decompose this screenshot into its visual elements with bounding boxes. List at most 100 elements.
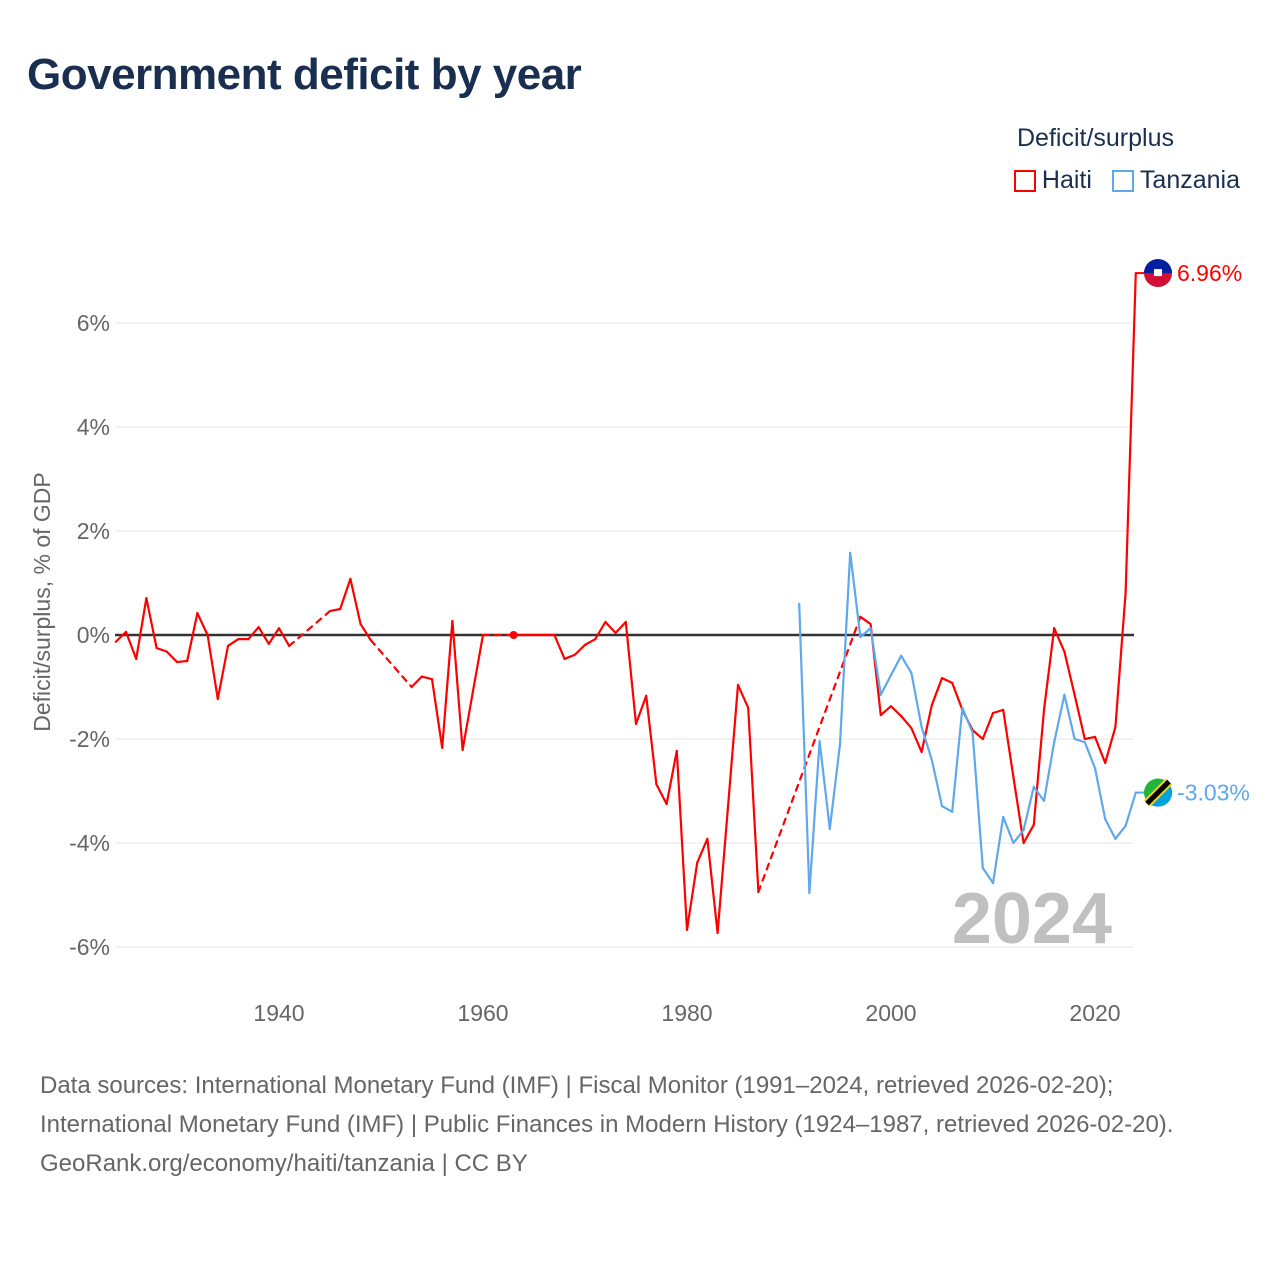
series-segment-haiti: [981, 711, 995, 741]
series-segment-haiti: [267, 627, 281, 645]
footer: Data sources: International Monetary Fun…: [40, 1066, 1240, 1183]
series-segment-haiti: [696, 837, 709, 864]
x-tick-label: 1940: [253, 1000, 304, 1026]
series-segment-tanzania: [1093, 767, 1107, 821]
y-tick-label: 2%: [77, 518, 110, 544]
series-segment-tanzania: [910, 671, 923, 729]
series-segment-haiti: [430, 678, 444, 749]
credit-link[interactable]: GeoRank.org/economy/haiti/tanzania | CC …: [40, 1150, 528, 1177]
series-segment-haiti: [359, 622, 372, 642]
series-segment-haiti: [645, 694, 658, 786]
series-segment-tanzania: [869, 627, 882, 696]
y-tick-label: 0%: [77, 622, 110, 648]
series-segment-haiti: [451, 619, 464, 752]
year-watermark: 2024: [952, 879, 1112, 959]
series-segment-haiti: [196, 612, 209, 637]
legend-swatch-haiti: [1013, 169, 1036, 192]
series-segment-haiti: [349, 577, 362, 626]
series-segment-haiti: [257, 626, 270, 645]
series-segment-haiti: [114, 630, 128, 643]
series-segment-haiti: [563, 653, 576, 661]
series-segment-haiti: [879, 705, 893, 717]
series-segment-haiti: [247, 626, 260, 641]
series-segment-haiti: [655, 783, 668, 806]
series-segment-haiti: [175, 659, 189, 664]
series-segment-tanzania: [849, 551, 862, 639]
line-chart: 6% 4% 2% 0% -2% -4% -6% 1940 1960 1980 2000 2020 Def…: [29, 259, 1250, 1026]
series-segment-haiti: [1053, 627, 1066, 653]
series-segment-haiti: [665, 749, 678, 806]
series-segment-tanzania: [828, 743, 842, 831]
series-segment-haiti: [288, 609, 332, 648]
series-segment-tanzania: [920, 725, 933, 761]
series-segment-haiti: [634, 694, 648, 726]
haiti-flag-icon-blue: [1144, 259, 1172, 274]
series-segment-haiti: [889, 705, 903, 718]
series-segment-haiti: [1002, 708, 1015, 779]
series-segment-tanzania: [951, 706, 964, 813]
series-segment-haiti: [716, 808, 729, 935]
x-tick-label: 1980: [661, 1000, 712, 1026]
series-segment-tanzania: [1022, 785, 1035, 832]
data-sources: Data sources: International Monetary Fun…: [40, 1072, 1174, 1138]
series-segment-haiti: [206, 633, 219, 701]
series-segment-haiti: [277, 627, 291, 648]
series-segment-haiti: [471, 633, 485, 694]
series-segment-tanzania: [991, 815, 1005, 885]
legend-item-tanzania[interactable]: Tanzania: [1111, 166, 1240, 195]
tanzania-flag-icon-black: [1145, 779, 1171, 806]
series-segment-haiti: [1093, 735, 1107, 765]
x-tick-label: 1960: [457, 1000, 508, 1026]
series-segment-haiti: [135, 596, 148, 661]
series-segment-haiti: [1124, 271, 1137, 594]
series-segment-haiti: [726, 683, 740, 811]
series-segment-haiti: [675, 749, 689, 931]
series-segment-tanzania: [930, 758, 944, 808]
series-segment-haiti: [1114, 591, 1127, 729]
series-segment-haiti: [165, 650, 179, 664]
series-segment-haiti: [951, 681, 964, 711]
series-segment-haiti: [747, 706, 760, 893]
series-segment-tanzania: [1032, 785, 1046, 802]
data-point-haiti-isolated: [509, 631, 518, 639]
series-segment-haiti: [410, 675, 423, 689]
series-segment-tanzania: [1063, 693, 1076, 741]
y-tick-label: -6%: [69, 934, 110, 960]
series-segment-tanzania: [1104, 817, 1117, 840]
series-segment-haiti: [369, 639, 413, 689]
series-segment-tanzania: [889, 654, 903, 677]
series-segment-tanzania: [1002, 815, 1015, 845]
series-segment-haiti: [420, 675, 434, 681]
series-segment-haiti: [328, 607, 342, 613]
series-segment-tanzania: [838, 551, 852, 746]
series-segment-haiti: [1022, 823, 1035, 845]
legend-swatch-tanzania: [1111, 169, 1134, 192]
y-tick-label: 4%: [77, 414, 110, 440]
series-segment-haiti: [736, 683, 750, 709]
series-segment-haiti: [1073, 693, 1086, 741]
series-segment-tanzania: [1073, 737, 1086, 744]
series-segment-haiti: [339, 577, 352, 611]
y-tick-label: -4%: [69, 830, 110, 856]
end-label-tanzania: -3.03%: [1177, 780, 1250, 806]
series-segment-tanzania: [1114, 824, 1127, 840]
series-segment-tanzania: [900, 654, 913, 675]
chart-title: Government deficit by year: [27, 50, 582, 99]
series-segment-haiti: [991, 708, 1005, 715]
y-tick-label: 6%: [77, 310, 110, 336]
legend-item-haiti[interactable]: Haiti: [1013, 166, 1092, 195]
legend-label-tanzania: Tanzania: [1139, 166, 1240, 194]
series-segment-haiti: [1042, 627, 1056, 711]
series-segment-haiti: [573, 643, 587, 656]
series-segment-tanzania: [879, 673, 893, 696]
x-tick-label: 2020: [1069, 1000, 1120, 1026]
series-segment-haiti: [594, 620, 607, 641]
series-segment-haiti: [186, 612, 199, 663]
series-segment-tanzania: [1042, 741, 1056, 802]
series-segment-haiti: [1083, 735, 1097, 741]
series-segment-haiti: [930, 677, 944, 707]
series-segment-tanzania: [961, 706, 974, 734]
series-segment-tanzania: [1124, 791, 1137, 827]
series-segment-tanzania: [981, 866, 995, 885]
series-segment-tanzania: [940, 804, 954, 813]
